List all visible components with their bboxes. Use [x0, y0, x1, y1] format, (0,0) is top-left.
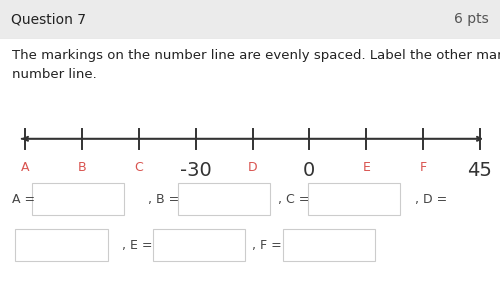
FancyBboxPatch shape	[152, 229, 245, 261]
Text: E: E	[362, 161, 370, 174]
Text: A =: A =	[12, 193, 36, 206]
Text: , E =: , E =	[122, 239, 153, 252]
Text: B: B	[78, 161, 86, 174]
Text: , F =: , F =	[252, 239, 282, 252]
Text: 6 pts: 6 pts	[454, 12, 489, 26]
FancyBboxPatch shape	[282, 229, 375, 261]
Text: Question 7: Question 7	[11, 12, 86, 26]
Text: A: A	[21, 161, 29, 174]
Text: D: D	[248, 161, 258, 174]
Text: 45: 45	[468, 161, 492, 180]
Text: F: F	[420, 161, 426, 174]
Text: The markings on the number line are evenly spaced. Label the other markings on t: The markings on the number line are even…	[12, 49, 500, 61]
Text: number line.: number line.	[12, 68, 97, 81]
FancyBboxPatch shape	[15, 229, 108, 261]
Text: , D =: , D =	[415, 193, 448, 206]
FancyBboxPatch shape	[178, 183, 270, 215]
Text: 0: 0	[303, 161, 316, 180]
Text: , C =: , C =	[278, 193, 309, 206]
Text: , B =: , B =	[148, 193, 179, 206]
Text: -30: -30	[180, 161, 212, 180]
FancyBboxPatch shape	[32, 183, 124, 215]
Text: C: C	[134, 161, 143, 174]
FancyBboxPatch shape	[308, 183, 400, 215]
